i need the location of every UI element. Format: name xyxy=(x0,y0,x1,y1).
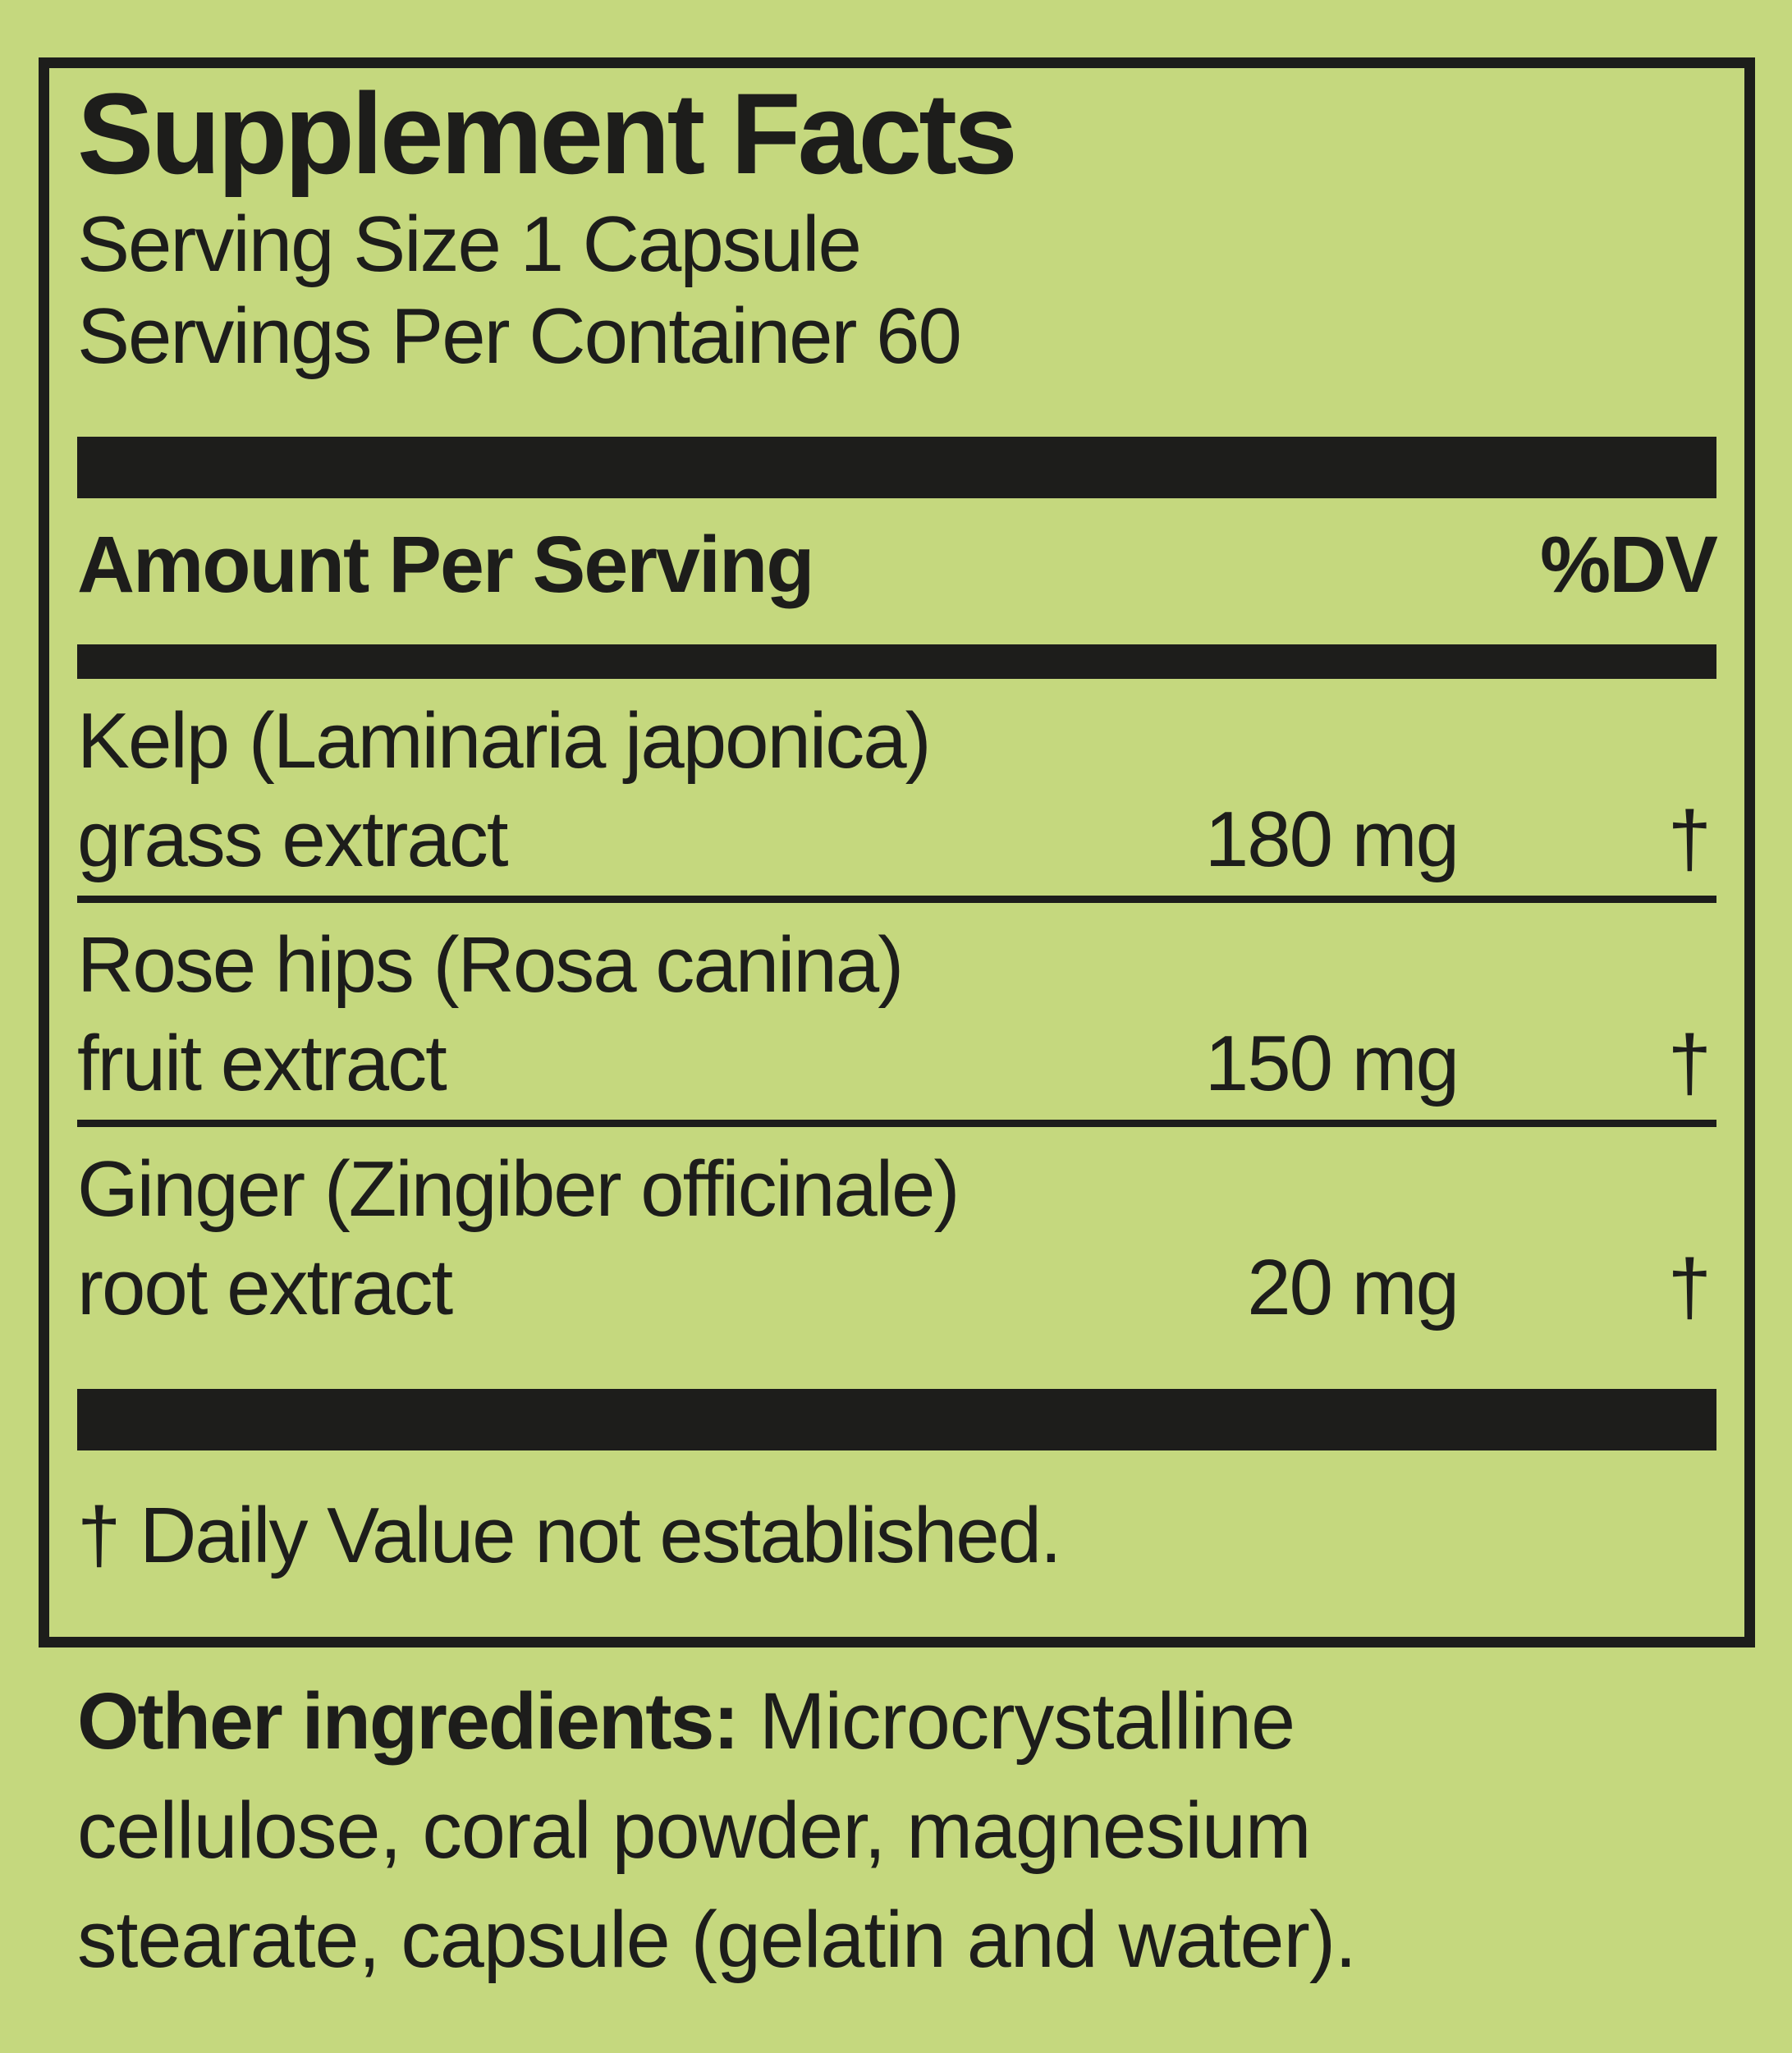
ingredient-row-line2: root extract 20 mg † xyxy=(77,1239,1716,1337)
ingredient-row-line2: grass extract 180 mg † xyxy=(77,790,1716,889)
servings-per-container: Servings Per Container 60 xyxy=(77,292,962,380)
daily-value-dagger: † xyxy=(1667,1244,1712,1331)
daily-value-dagger: † xyxy=(1667,1020,1712,1107)
ingredient-row-rose-hips: Rose hips (Rosa canina) fruit extract 15… xyxy=(77,903,1716,1127)
ingredient-name-line2: grass extract xyxy=(77,795,509,883)
ingredient-amount: 180 mg xyxy=(1204,795,1460,883)
ingredient-name-line1: Kelp (Laminaria japonica) xyxy=(77,697,932,785)
ingredient-name-line1: Ginger (Zingiber officinale) xyxy=(77,1145,960,1233)
ingredient-row-kelp: Kelp (Laminaria japonica) grass extract … xyxy=(77,679,1716,903)
amount-per-serving-header: Amount Per Serving xyxy=(77,520,814,609)
ingredient-row-line2: fruit extract 150 mg † xyxy=(77,1015,1716,1113)
ingredient-row-ginger: Ginger (Zingiber officinale) root extrac… xyxy=(77,1127,1716,1344)
divider-bar-bottom xyxy=(77,1389,1716,1450)
supplement-facts-box: Supplement Facts Serving Size 1 Capsule … xyxy=(39,57,1755,1647)
divider-bar-top xyxy=(77,437,1716,498)
ingredient-amount: 20 mg xyxy=(1247,1244,1460,1331)
percent-dv-header: %DV xyxy=(1540,520,1718,609)
other-ingredients: Other ingredients: Microcrystalline cell… xyxy=(77,1666,1596,1994)
divider-bar-header xyxy=(77,644,1716,679)
daily-value-dagger: † xyxy=(1667,795,1712,883)
other-ingredients-text: Microcrystalline cellulose, coral powder… xyxy=(77,1676,1357,1984)
facts-title: Supplement Facts xyxy=(77,69,1018,198)
other-ingredients-lead: Other ingredients: xyxy=(77,1676,740,1766)
ingredient-name-line2: fruit extract xyxy=(77,1020,447,1107)
daily-value-footnote: † Daily Value not established. xyxy=(77,1492,1062,1579)
ingredient-name-line2: root extract xyxy=(77,1244,453,1331)
serving-size: Serving Size 1 Capsule xyxy=(77,200,862,288)
ingredient-name-line1: Rose hips (Rosa canina) xyxy=(77,921,904,1009)
column-header-row: Amount Per Serving %DV xyxy=(77,520,1718,610)
ingredient-amount: 150 mg xyxy=(1204,1020,1460,1107)
